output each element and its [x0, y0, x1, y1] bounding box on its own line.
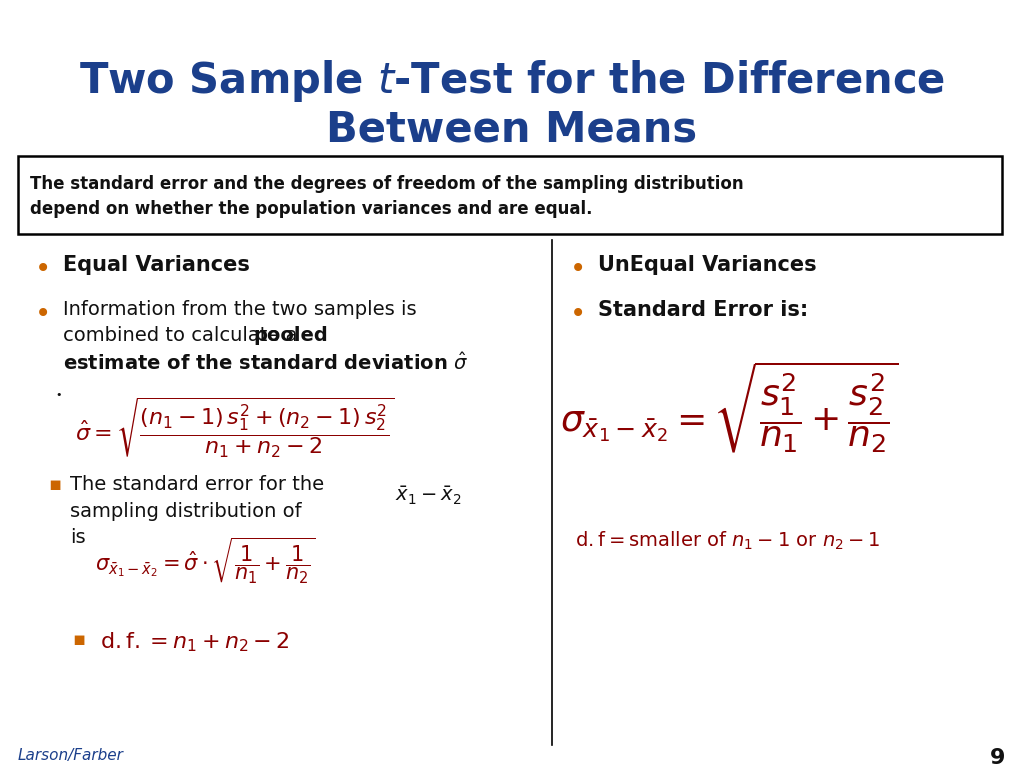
- Text: •: •: [55, 390, 61, 400]
- Text: •: •: [35, 255, 51, 283]
- Text: is: is: [70, 528, 86, 547]
- Text: ▪: ▪: [72, 630, 85, 649]
- Text: sampling distribution of: sampling distribution of: [70, 502, 302, 521]
- Text: Between Means: Between Means: [327, 108, 697, 150]
- Text: combined to calculate a: combined to calculate a: [63, 326, 304, 345]
- Text: •: •: [570, 300, 587, 328]
- Text: The standard error for the: The standard error for the: [70, 475, 325, 494]
- Text: ▪: ▪: [48, 475, 61, 494]
- Text: Equal Variances: Equal Variances: [63, 255, 250, 275]
- Text: 9: 9: [989, 748, 1005, 767]
- Text: estimate of the standard deviation $\hat{\sigma}$: estimate of the standard deviation $\hat…: [63, 352, 469, 374]
- Text: $\mathrm{d.f.}= n_1 + n_2 - 2$: $\mathrm{d.f.}= n_1 + n_2 - 2$: [100, 630, 290, 653]
- Text: UnEqual Variances: UnEqual Variances: [598, 255, 816, 275]
- Text: depend on whether the population variances and are equal.: depend on whether the population varianc…: [30, 200, 593, 218]
- Text: Two Sample $\mathbf{\it{t}}$-Test for the Difference: Two Sample $\mathbf{\it{t}}$-Test for th…: [79, 58, 945, 104]
- Text: Standard Error is:: Standard Error is:: [598, 300, 808, 320]
- Text: The standard error and the degrees of freedom of the sampling distribution: The standard error and the degrees of fr…: [30, 175, 743, 193]
- Text: $\mathrm{d.f} = \mathrm{smaller\ of\ } n_1 - 1\ \mathrm{or}\ n_2 - 1$: $\mathrm{d.f} = \mathrm{smaller\ of\ } n…: [575, 530, 881, 552]
- Text: Larson/Farber: Larson/Farber: [18, 748, 124, 763]
- Text: $\sigma_{\bar{x}_1-\bar{x}_2} = \hat{\sigma} \cdot \sqrt{\dfrac{1}{n_1}+\dfrac{1: $\sigma_{\bar{x}_1-\bar{x}_2} = \hat{\si…: [95, 535, 315, 585]
- Text: •: •: [35, 300, 51, 328]
- Text: Information from the two samples is: Information from the two samples is: [63, 300, 417, 319]
- Text: $\bar{x}_1 - \bar{x}_2$: $\bar{x}_1 - \bar{x}_2$: [395, 485, 462, 507]
- Text: pooled: pooled: [253, 326, 328, 345]
- Text: $\hat{\sigma} = \sqrt{\dfrac{(n_1-1)\,s_1^2+(n_2-1)\,s_2^2}{n_1+n_2-2}}$: $\hat{\sigma} = \sqrt{\dfrac{(n_1-1)\,s_…: [75, 395, 395, 459]
- FancyBboxPatch shape: [18, 156, 1002, 234]
- Text: •: •: [570, 255, 587, 283]
- Text: $\sigma_{\bar{x}_1-\bar{x}_2} = \sqrt{\dfrac{s_1^2}{n_1}+\dfrac{s_2^2}{n_2}}$: $\sigma_{\bar{x}_1-\bar{x}_2} = \sqrt{\d…: [560, 360, 899, 456]
